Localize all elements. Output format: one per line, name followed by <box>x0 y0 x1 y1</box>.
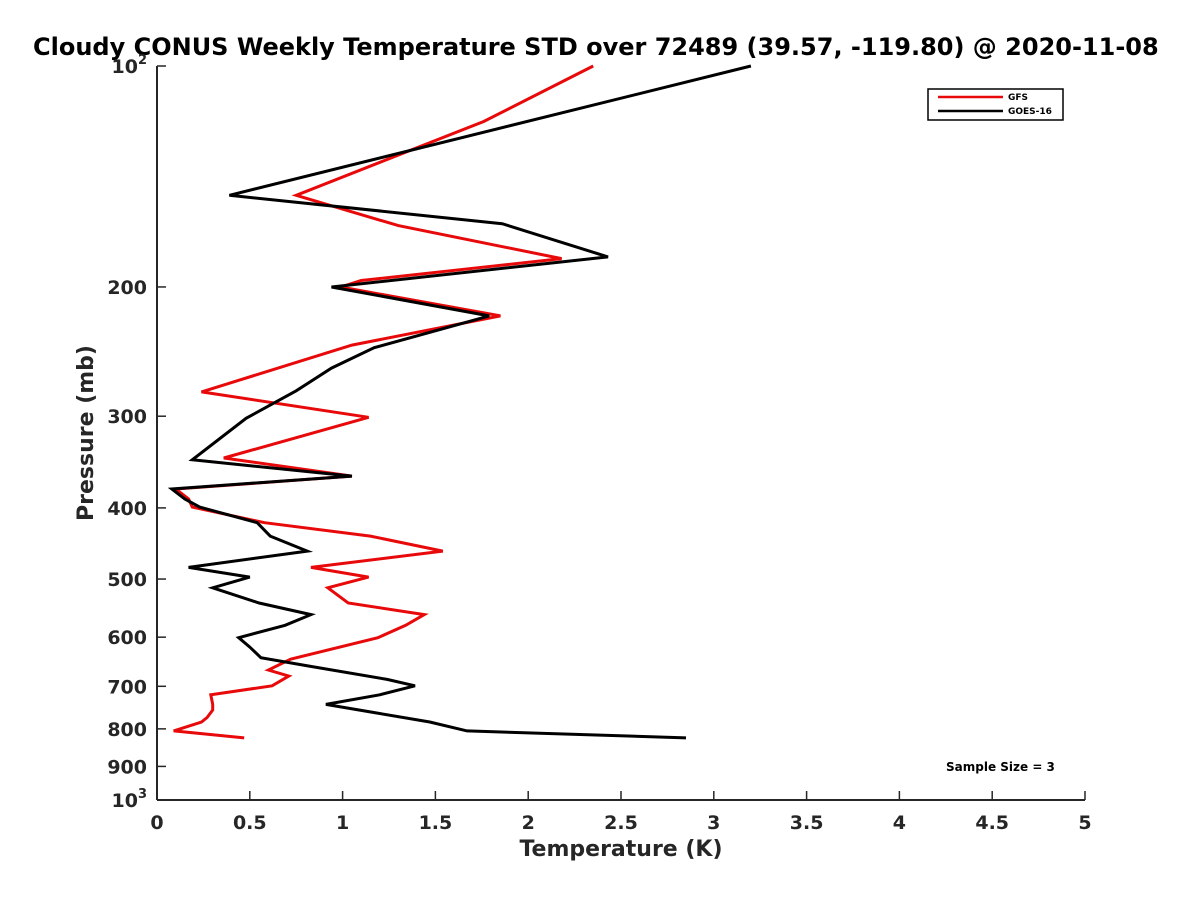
legend-label-goes16: GOES-16 <box>1008 107 1052 117</box>
y-tick-label: 800 <box>107 719 147 741</box>
y-tick-label: 500 <box>107 569 147 591</box>
x-axis-label: Temperature (K) <box>519 837 722 862</box>
x-tick-label: 5 <box>1078 812 1091 834</box>
series-layer <box>167 64 752 740</box>
y-tick-label: 600 <box>107 627 147 649</box>
x-tick-label: 4.5 <box>975 812 1009 834</box>
y-tick-label: 200 <box>107 277 147 299</box>
y-ticks: 102 200 300 400 500 600 700 800 900 103 <box>107 53 166 812</box>
y-tick-label: 102 <box>112 53 148 78</box>
sample-size-annotation: Sample Size = 3 <box>946 760 1055 774</box>
y-tick-label: 400 <box>107 498 147 520</box>
legend-box <box>927 88 1064 121</box>
y-axis-label: Pressure (mb) <box>74 345 99 521</box>
x-tick-label: 1 <box>336 812 349 834</box>
axes-layer <box>156 66 1085 801</box>
x-ticks: 0 0.5 1 1.5 2 2.5 3 3.5 4 4.5 5 <box>150 791 1092 834</box>
x-tick-label: 4 <box>893 812 906 834</box>
x-tick-label: 0.5 <box>233 812 267 834</box>
x-tick-label: 3.5 <box>790 812 824 834</box>
y-tick-label: 900 <box>107 756 147 778</box>
legend-label-gfs: GFS <box>1008 93 1028 103</box>
y-tick-label: 103 <box>112 787 148 812</box>
chart-title: Cloudy CONUS Weekly Temperature STD over… <box>33 33 1159 61</box>
y-tick-label: 700 <box>107 676 147 698</box>
x-tick-label: 3 <box>707 812 720 834</box>
x-tick-label: 2 <box>522 812 535 834</box>
y-tick-label: 300 <box>107 406 147 428</box>
series-line-goes16 <box>167 64 752 740</box>
x-tick-label: 2.5 <box>604 812 638 834</box>
x-tick-label: 0 <box>150 812 163 834</box>
x-tick-label: 1.5 <box>419 812 453 834</box>
legend: GFS GOES-16 <box>927 88 1064 121</box>
